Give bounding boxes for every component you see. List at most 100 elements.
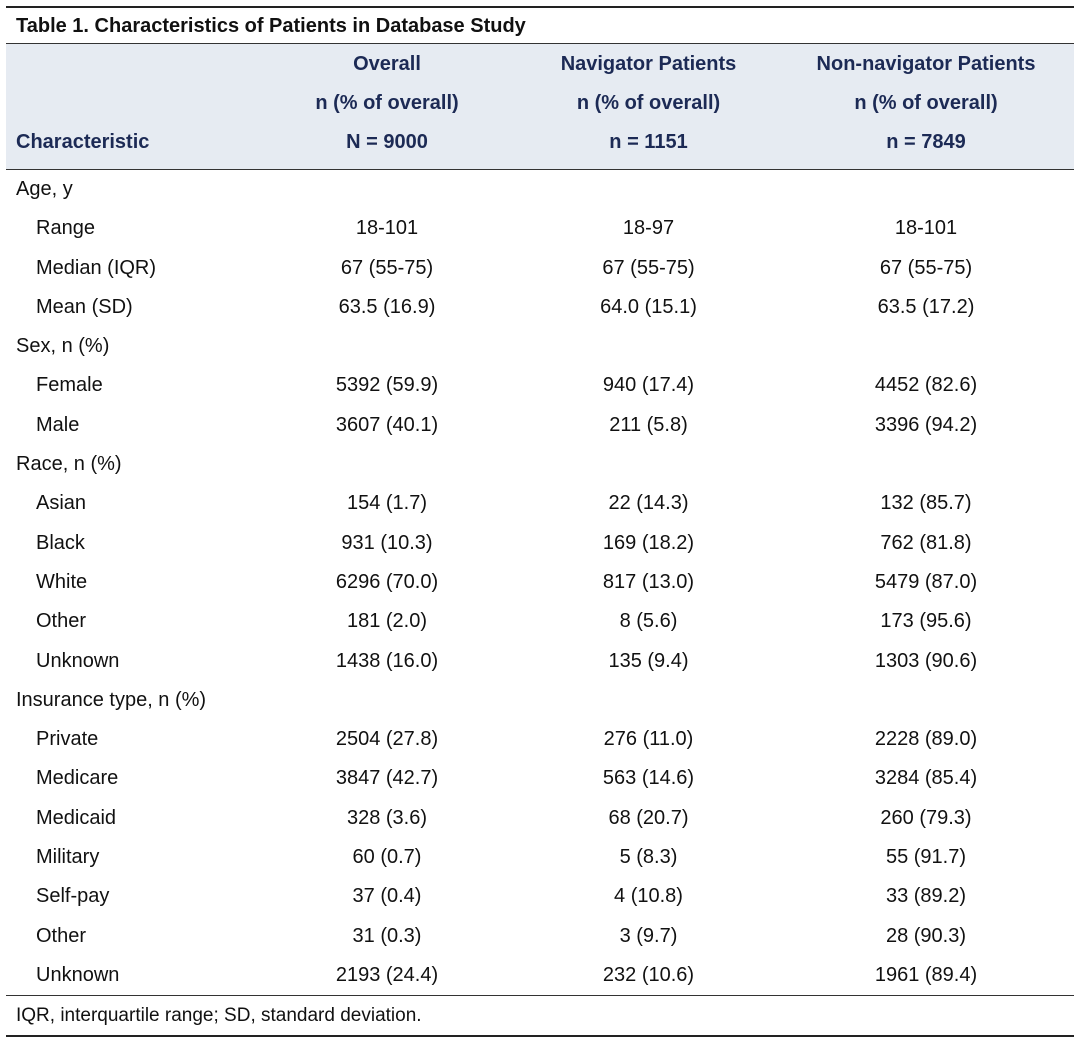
non-navigator-value: 3396 (94.2) xyxy=(874,413,978,436)
non-navigator-value: 2228 (89.0) xyxy=(874,728,978,751)
row-label: Medicare xyxy=(36,767,119,790)
group-label: Insurance type, n (%) xyxy=(16,688,207,711)
non-navigator-value: 260 (79.3) xyxy=(880,806,972,829)
group-label: Age, y xyxy=(16,178,73,200)
header-navigator: Navigator Patients n (% of overall) n = … xyxy=(541,44,756,170)
navigator-value: 67 (55-75) xyxy=(602,256,695,279)
overall-value: 5392 (59.9) xyxy=(335,374,439,397)
group-label: Race, n (%) xyxy=(16,453,122,476)
header-non-navigator-name: Non-navigator Patients xyxy=(816,53,1036,75)
table-group-row: Sex, n (%) xyxy=(6,327,1074,366)
header-navigator-name: Navigator Patients xyxy=(560,53,737,75)
navigator-value: 135 (9.4) xyxy=(608,649,689,672)
row-label: Female xyxy=(36,374,103,397)
navigator-value: 64.0 (15.1) xyxy=(600,295,697,318)
top-rule xyxy=(6,6,1074,8)
header-non-navigator-unit: n (% of overall) xyxy=(854,92,998,114)
row-label: Median (IQR) xyxy=(36,256,157,279)
overall-value: 3607 (40.1) xyxy=(335,413,439,436)
table-row: Medicaid 328 (3.6) 68 (20.7) 260 (79.3) xyxy=(6,799,1074,838)
navigator-value: 5 (8.3) xyxy=(619,846,678,869)
overall-value: 2193 (24.4) xyxy=(335,963,439,986)
row-label: Military xyxy=(36,846,100,869)
table-group-row: Age, y xyxy=(6,170,1074,209)
overall-value: 931 (10.3) xyxy=(341,531,433,554)
overall-value: 37 (0.4) xyxy=(352,885,422,908)
non-navigator-value: 55 (91.7) xyxy=(885,846,967,869)
overall-value: 181 (2.0) xyxy=(346,610,428,633)
table-row: Private 2504 (27.8) 276 (11.0) 2228 (89.0) xyxy=(6,720,1074,759)
table-row: Male 3607 (40.1) 211 (5.8) 3396 (94.2) xyxy=(6,406,1074,445)
non-navigator-value: 1961 (89.4) xyxy=(874,963,978,986)
group-label: Sex, n (%) xyxy=(16,335,110,358)
table-row: Military 60 (0.7) 5 (8.3) 55 (91.7) xyxy=(6,838,1074,877)
row-label: Private xyxy=(36,728,99,751)
table-row: Unknown 1438 (16.0) 135 (9.4) 1303 (90.6) xyxy=(6,642,1074,681)
non-navigator-value: 33 (89.2) xyxy=(885,885,967,908)
non-navigator-value: 67 (55-75) xyxy=(879,256,973,279)
header-navigator-count: n = 1151 xyxy=(609,131,688,153)
table-header: Characteristic Overall n (% of overall) … xyxy=(6,44,1074,170)
header-overall: Overall n (% of overall) N = 9000 xyxy=(282,44,492,170)
table-row: Black 931 (10.3) 169 (18.2) 762 (81.8) xyxy=(6,524,1074,563)
row-label: Mean (SD) xyxy=(36,295,133,318)
overall-value: 60 (0.7) xyxy=(352,846,422,869)
overall-value: 1438 (16.0) xyxy=(335,649,439,672)
row-label: White xyxy=(36,570,88,593)
overall-value: 31 (0.3) xyxy=(352,924,422,947)
non-navigator-value: 3284 (85.4) xyxy=(874,767,978,790)
row-label: Asian xyxy=(36,492,87,515)
table-row: Asian 154 (1.7) 22 (14.3) 132 (85.7) xyxy=(6,484,1074,523)
table-row: Self-pay 37 (0.4) 4 (10.8) 33 (89.2) xyxy=(6,877,1074,916)
non-navigator-value: 63.5 (17.2) xyxy=(877,295,975,318)
navigator-value: 18-97 xyxy=(622,217,675,240)
non-navigator-value: 4452 (82.6) xyxy=(874,374,978,397)
table-row: Range 18-101 18-97 18-101 xyxy=(6,209,1074,248)
table-row: White 6296 (70.0) 817 (13.0) 5479 (87.0) xyxy=(6,563,1074,602)
overall-value: 67 (55-75) xyxy=(340,256,434,279)
row-label: Range xyxy=(36,217,95,240)
overall-value: 63.5 (16.9) xyxy=(338,295,436,318)
table-group-row: Race, n (%) xyxy=(6,445,1074,484)
navigator-value: 817 (13.0) xyxy=(602,570,695,593)
row-label: Unknown xyxy=(36,963,120,986)
navigator-value: 940 (17.4) xyxy=(602,374,695,397)
navigator-value: 3 (9.7) xyxy=(619,924,678,947)
characteristics-table: Table 1. Characteristics of Patients in … xyxy=(6,6,1074,1038)
navigator-value: 276 (11.0) xyxy=(603,728,694,751)
table-footnote: IQR, interquartile range; SD, standard d… xyxy=(6,995,1074,1038)
non-navigator-value: 18-101 xyxy=(894,217,958,240)
non-navigator-value: 132 (85.7) xyxy=(880,492,972,515)
navigator-value: 169 (18.2) xyxy=(602,531,695,554)
row-label: Self-pay xyxy=(36,885,110,908)
table-row: Median (IQR) 67 (55-75) 67 (55-75) 67 (55-7… xyxy=(6,249,1074,288)
header-overall-unit: n (% of overall) xyxy=(315,92,459,114)
navigator-value: 232 (10.6) xyxy=(602,963,695,986)
table-row: Other 181 (2.0) 8 (5.6) 173 (95.6) xyxy=(6,602,1074,641)
table-group-row: Insurance type, n (%) xyxy=(6,681,1074,720)
overall-value: 3847 (42.7) xyxy=(335,767,439,790)
table-row: Unknown 2193 (24.4) 232 (10.6) 1961 (89.4) xyxy=(6,956,1074,995)
row-label: Other xyxy=(36,610,87,633)
navigator-value: 211 (5.8) xyxy=(609,413,688,436)
overall-value: 6296 (70.0) xyxy=(335,570,439,593)
overall-value: 18-101 xyxy=(355,217,419,240)
header-characteristic: Characteristic xyxy=(16,131,150,153)
row-label: Unknown xyxy=(36,649,120,672)
table-title: Table 1. Characteristics of Patients in … xyxy=(6,8,1074,44)
non-navigator-value: 28 (90.3) xyxy=(885,924,967,947)
header-non-navigator-count: n = 7849 xyxy=(886,131,966,153)
overall-value: 328 (3.6) xyxy=(346,806,428,829)
non-navigator-value: 5479 (87.0) xyxy=(874,570,978,593)
header-overall-count: N = 9000 xyxy=(346,131,428,153)
navigator-value: 8 (5.6) xyxy=(619,610,678,633)
navigator-value: 22 (14.3) xyxy=(608,492,689,515)
row-label: Black xyxy=(36,531,85,554)
non-navigator-value: 173 (95.6) xyxy=(880,610,972,633)
header-overall-name: Overall xyxy=(353,53,421,75)
table-row: Other 31 (0.3) 3 (9.7) 28 (90.3) xyxy=(6,917,1074,956)
overall-value: 2504 (27.8) xyxy=(335,728,439,751)
table-row: Mean (SD) 63.5 (16.9) 64.0 (15.1) 63.5 (17.… xyxy=(6,288,1074,327)
header-navigator-unit: n (% of overall) xyxy=(576,92,721,114)
navigator-value: 68 (20.7) xyxy=(608,806,689,829)
